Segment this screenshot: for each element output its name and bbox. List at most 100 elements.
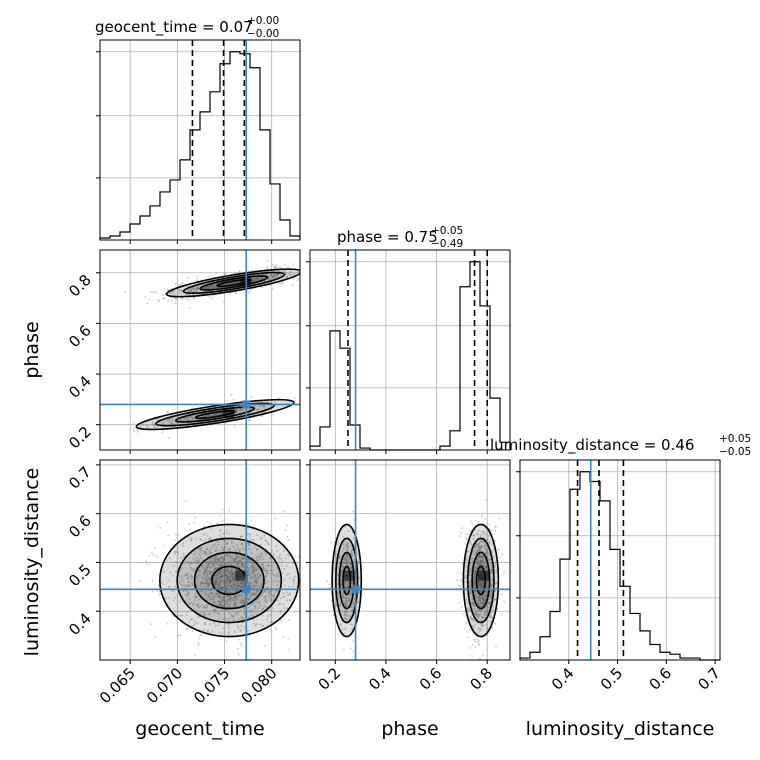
sample-point	[210, 598, 213, 601]
sample-point	[271, 569, 274, 572]
truth-marker	[242, 585, 251, 594]
sample-point	[495, 571, 498, 574]
sample-point	[225, 609, 228, 612]
sample-point	[286, 553, 289, 556]
sample-point	[276, 599, 279, 602]
sample-point	[191, 630, 194, 632]
sample-point	[273, 266, 276, 269]
y-tick-label-phase-2: 0.6	[65, 322, 95, 352]
sample-point	[221, 575, 224, 578]
sample-point	[491, 529, 494, 532]
sample-point	[256, 548, 258, 551]
sample-point	[268, 590, 271, 593]
sample-point	[179, 614, 182, 617]
sample-point	[202, 577, 205, 580]
sample-point	[252, 592, 254, 595]
sample-point	[248, 558, 251, 561]
sample-point	[216, 567, 219, 570]
sample-point	[267, 615, 270, 618]
sample-point	[202, 628, 205, 631]
sample-point	[241, 547, 244, 550]
sample-point	[221, 632, 224, 635]
sample-point	[241, 564, 244, 567]
sample-point	[235, 555, 238, 558]
sample-point	[221, 599, 224, 602]
sample-point	[488, 541, 491, 544]
hist-phase-frame	[309, 249, 511, 451]
sample-point	[212, 285, 215, 288]
sample-point	[469, 520, 472, 523]
sample-point	[260, 552, 263, 555]
sample-point	[233, 560, 236, 563]
sample-point	[469, 646, 472, 649]
sample-point	[194, 595, 197, 598]
sample-point	[168, 557, 171, 560]
sample-point	[259, 278, 262, 281]
sample-point	[219, 413, 222, 415]
sample-point	[481, 654, 484, 657]
sample-point	[187, 583, 190, 586]
sample-point	[232, 619, 235, 622]
sample-point	[257, 577, 260, 580]
sample-point	[227, 579, 230, 582]
sample-point	[240, 562, 243, 565]
sample-point	[477, 615, 480, 618]
sample-point	[223, 597, 226, 600]
sample-point	[219, 572, 222, 574]
sample-point	[206, 286, 208, 289]
sample-point	[180, 297, 183, 300]
sample-point	[216, 558, 219, 561]
sample-point	[272, 276, 275, 279]
title-geocent-time: geocent_time = 0.07 +0.00 −0.00	[95, 15, 279, 40]
sample-point	[216, 574, 219, 577]
sample-point	[260, 415, 263, 417]
sample-point	[266, 259, 269, 262]
sample-point	[173, 550, 176, 553]
sample-point	[254, 601, 257, 604]
sample-point	[213, 582, 216, 585]
sample-point	[172, 422, 175, 425]
sample-point	[192, 568, 195, 571]
sample-point	[349, 599, 352, 602]
sample-point	[234, 604, 237, 607]
sample-point	[233, 578, 236, 581]
sample-point	[200, 565, 203, 568]
sample-point	[227, 548, 230, 551]
sample-point	[178, 581, 181, 584]
sample-point	[495, 586, 498, 589]
sample-point	[237, 556, 239, 559]
sample-point	[475, 561, 478, 564]
sample-point	[171, 417, 174, 420]
sample-point	[338, 526, 340, 528]
sample-point	[200, 633, 203, 636]
sample-point	[195, 285, 198, 288]
sample-point	[251, 593, 254, 596]
y-tick-label-phase-0: 0.2	[65, 423, 95, 453]
sample-point	[473, 582, 476, 585]
sample-point	[338, 555, 341, 558]
sample-point	[271, 607, 274, 610]
sample-point	[214, 557, 217, 560]
sample-point	[276, 273, 279, 276]
sample-point	[207, 287, 210, 290]
sample-point	[255, 582, 258, 585]
sample-point	[465, 536, 468, 539]
sample-point	[222, 559, 225, 562]
sample-point	[190, 562, 193, 565]
sample-point	[350, 608, 353, 611]
sample-point	[204, 551, 207, 554]
sample-point	[230, 282, 233, 284]
histogram-geocent_time	[99, 51, 301, 240]
sample-point	[224, 573, 227, 576]
sample-point	[193, 290, 196, 293]
sample-point	[293, 582, 296, 585]
sample-point	[217, 594, 220, 597]
sample-point	[207, 555, 210, 558]
sample-point	[188, 591, 190, 594]
sample-point	[490, 597, 493, 599]
sample-point	[465, 622, 468, 625]
sample-point	[252, 584, 255, 587]
sample-point	[231, 542, 234, 545]
sample-point	[209, 597, 211, 600]
sample-point	[478, 609, 481, 612]
